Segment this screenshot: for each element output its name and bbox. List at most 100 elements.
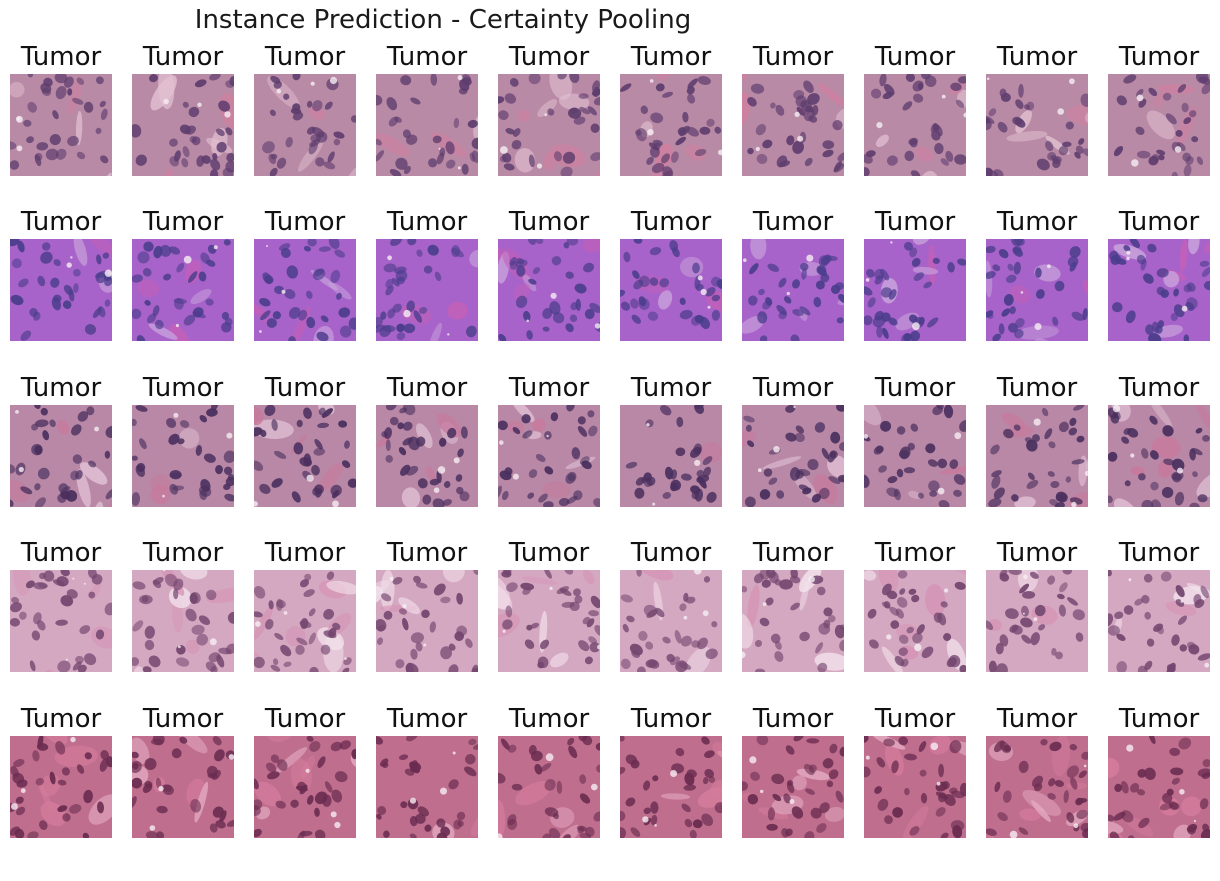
histology-patch-image — [10, 570, 112, 672]
histology-patch-image — [254, 74, 356, 176]
histology-patch-image — [254, 736, 356, 838]
instance-label: Tumor — [996, 42, 1078, 72]
histology-patch-image — [10, 736, 112, 838]
instance-label: Tumor — [752, 207, 834, 237]
histology-patch-image — [132, 570, 234, 672]
instance-cell: Tumor — [132, 207, 234, 341]
instance-cell: Tumor — [254, 538, 356, 672]
instance-cell: Tumor — [742, 42, 844, 176]
instance-label: Tumor — [142, 42, 224, 72]
histology-patch-image — [254, 570, 356, 672]
histology-patch-image — [620, 736, 722, 838]
instance-label: Tumor — [874, 538, 956, 568]
instance-label: Tumor — [264, 373, 346, 403]
instance-label: Tumor — [508, 207, 590, 237]
histology-patch-image — [742, 405, 844, 507]
instance-cell: Tumor — [620, 373, 722, 507]
instance-label: Tumor — [142, 538, 224, 568]
instance-cell: Tumor — [742, 373, 844, 507]
instance-cell: Tumor — [10, 704, 112, 838]
instance-label: Tumor — [264, 207, 346, 237]
histology-patch-image — [742, 239, 844, 341]
figure-title: Instance Prediction - Certainty Pooling — [194, 5, 692, 35]
histology-patch-image — [864, 239, 966, 341]
instance-label: Tumor — [752, 42, 834, 72]
instance-cell: Tumor — [132, 373, 234, 507]
instance-label: Tumor — [874, 704, 956, 734]
histology-patch-image — [864, 736, 966, 838]
histology-patch-image — [498, 239, 600, 341]
instance-cell: Tumor — [864, 704, 966, 838]
instance-cell: Tumor — [498, 373, 600, 507]
instance-cell: Tumor — [132, 538, 234, 672]
instance-label: Tumor — [752, 538, 834, 568]
instance-cell: Tumor — [742, 538, 844, 672]
instance-label: Tumor — [20, 704, 102, 734]
instance-cell: Tumor — [620, 704, 722, 838]
instance-cell: Tumor — [10, 373, 112, 507]
instance-label: Tumor — [874, 207, 956, 237]
instance-cell: Tumor — [10, 538, 112, 672]
histology-patch-image — [620, 239, 722, 341]
histology-patch-image — [10, 74, 112, 176]
instance-label: Tumor — [1118, 42, 1200, 72]
histology-patch-image — [132, 74, 234, 176]
histology-patch-image — [376, 74, 478, 176]
instance-label: Tumor — [996, 373, 1078, 403]
instance-label: Tumor — [20, 42, 102, 72]
instance-cell: Tumor — [132, 704, 234, 838]
instance-label: Tumor — [1118, 373, 1200, 403]
histology-patch-image — [498, 74, 600, 176]
histology-patch-image — [498, 405, 600, 507]
histology-patch-image — [376, 405, 478, 507]
histology-patch-image — [1108, 239, 1210, 341]
instance-cell: Tumor — [986, 704, 1088, 838]
instance-cell: Tumor — [986, 373, 1088, 507]
instance-cell: Tumor — [620, 207, 722, 341]
histology-patch-image — [620, 74, 722, 176]
instance-label: Tumor — [630, 704, 712, 734]
instance-label: Tumor — [630, 42, 712, 72]
instance-label: Tumor — [630, 207, 712, 237]
instance-cell: Tumor — [1108, 42, 1210, 176]
instance-label: Tumor — [508, 538, 590, 568]
instance-label: Tumor — [386, 207, 468, 237]
instance-label: Tumor — [508, 704, 590, 734]
histology-patch-image — [986, 570, 1088, 672]
instance-cell: Tumor — [254, 373, 356, 507]
instance-label: Tumor — [508, 373, 590, 403]
instance-label: Tumor — [874, 42, 956, 72]
instance-cell: Tumor — [1108, 207, 1210, 341]
instance-cell: Tumor — [376, 207, 478, 341]
instance-cell: Tumor — [498, 42, 600, 176]
instance-cell: Tumor — [254, 704, 356, 838]
histology-patch-image — [254, 239, 356, 341]
histology-patch-image — [132, 239, 234, 341]
histology-patch-image — [498, 570, 600, 672]
instance-cell: Tumor — [1108, 373, 1210, 507]
instance-label: Tumor — [264, 704, 346, 734]
histology-patch-image — [864, 570, 966, 672]
instance-cell: Tumor — [864, 207, 966, 341]
instance-cell: Tumor — [986, 42, 1088, 176]
instance-cell: Tumor — [10, 42, 112, 176]
histology-patch-image — [1108, 570, 1210, 672]
instance-label: Tumor — [386, 538, 468, 568]
instance-cell: Tumor — [1108, 538, 1210, 672]
instance-cell: Tumor — [742, 207, 844, 341]
instance-cell: Tumor — [376, 704, 478, 838]
instance-label: Tumor — [142, 207, 224, 237]
instance-label: Tumor — [996, 704, 1078, 734]
histology-patch-image — [376, 736, 478, 838]
instance-label: Tumor — [752, 373, 834, 403]
histology-patch-image — [498, 736, 600, 838]
histology-patch-image — [620, 570, 722, 672]
instance-label: Tumor — [752, 704, 834, 734]
instance-label: Tumor — [630, 373, 712, 403]
instance-cell: Tumor — [254, 207, 356, 341]
instance-cell: Tumor — [620, 42, 722, 176]
instance-label: Tumor — [386, 373, 468, 403]
instance-label: Tumor — [1118, 538, 1200, 568]
histology-patch-image — [10, 405, 112, 507]
